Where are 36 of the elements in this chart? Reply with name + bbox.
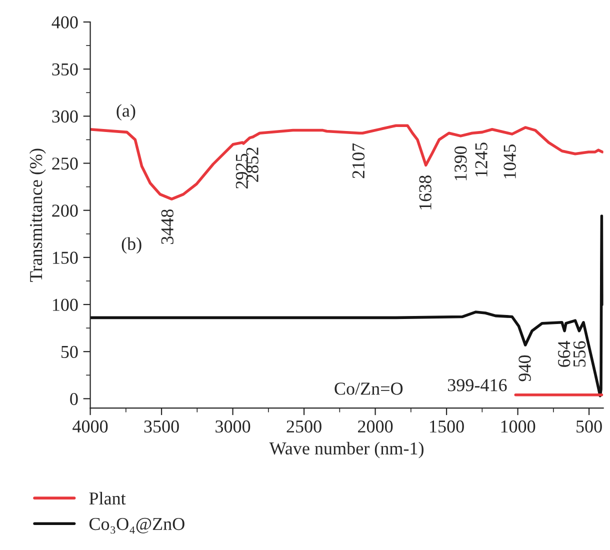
y-tick-label: 350 xyxy=(52,63,78,76)
y-tick-label: 150 xyxy=(52,252,78,264)
annotation: 2852 xyxy=(246,148,258,182)
annotation: 2107 xyxy=(352,143,365,178)
annotation: 3448 xyxy=(161,209,174,244)
x-tick-label: 2500 xyxy=(286,420,322,433)
legend-label: Co₃O₄@ZnO xyxy=(89,518,184,534)
annotation: 940 xyxy=(518,355,531,382)
annotation: 1638 xyxy=(419,176,432,210)
x-tick-label: 2000 xyxy=(358,420,393,433)
y-tick-label: 300 xyxy=(52,110,78,123)
x-axis-title: Wave number (nm-1) xyxy=(269,442,424,458)
annotation: 399-416 xyxy=(448,379,507,392)
annotation: (b) xyxy=(122,237,142,254)
x-tick-label: 500 xyxy=(576,420,602,433)
annotation: 1045 xyxy=(504,144,516,178)
x-tick-label: 1500 xyxy=(430,420,464,433)
annotation: 1390 xyxy=(454,146,467,180)
y-tick-label: 400 xyxy=(52,16,78,28)
x-tick-label: 3000 xyxy=(216,420,250,433)
y-tick-label: 0 xyxy=(70,392,78,406)
y-tick-label: 100 xyxy=(52,298,78,311)
annotation: 664 xyxy=(558,340,570,367)
x-tick-label: 4000 xyxy=(72,420,108,433)
legend-label: Plant xyxy=(89,492,126,505)
annotation: 2925 xyxy=(236,154,248,189)
y-tick-label: 50 xyxy=(61,346,78,358)
annotation: 1245 xyxy=(475,142,488,176)
x-tick-label: 1000 xyxy=(501,420,536,433)
x-tick-label: 3500 xyxy=(144,420,179,433)
annotation: (a) xyxy=(116,104,136,120)
y-tick-label: 200 xyxy=(52,204,78,217)
annotation: Co/Zn=O xyxy=(334,382,403,395)
y-tick-label: 250 xyxy=(52,158,78,170)
y-axis-title: Transmittance (%) xyxy=(29,148,46,282)
annotation: 556 xyxy=(573,341,586,367)
